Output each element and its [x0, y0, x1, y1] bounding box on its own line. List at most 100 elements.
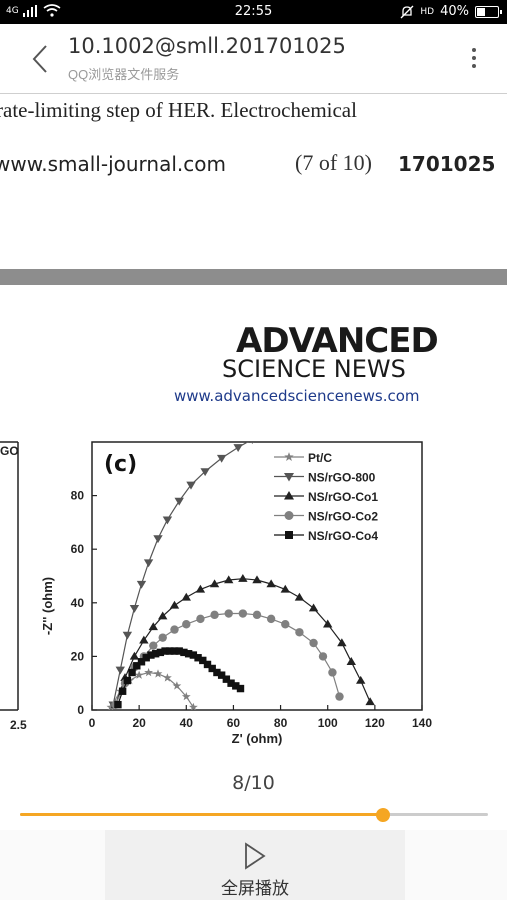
data-point: [172, 681, 182, 690]
data-point: [199, 656, 207, 665]
data-point: [295, 628, 304, 637]
y-tick-label: 40: [71, 596, 85, 610]
data-point: [251, 442, 254, 445]
pdf-page-8-fragment: ADVANCED SCIENCE NEWS www.advancedscienc…: [0, 285, 507, 765]
data-point: [181, 692, 191, 701]
data-point: [318, 652, 328, 661]
data-point: [356, 675, 366, 684]
data-point: [180, 648, 188, 657]
data-point: [323, 619, 333, 628]
data-point: [285, 531, 293, 539]
data-point: [309, 638, 318, 648]
logo-science-news: SCIENCE NEWS: [222, 355, 406, 383]
data-point: [166, 647, 174, 655]
data-point: [365, 697, 375, 706]
y-axis-label: -Z'' (ohm): [40, 577, 55, 635]
logo-advanced: ADVANCED: [236, 321, 439, 361]
network-label: 4G: [6, 5, 19, 16]
nyquist-chart: GO 2.5 0 20 40 60 80 100 120 140 0 20 40 60 80 (c) Z…: [0, 441, 432, 746]
data-point: [337, 638, 347, 647]
data-point: [238, 573, 248, 582]
data-point: [158, 611, 168, 620]
x-tick-label: 60: [227, 716, 241, 730]
data-point: [280, 584, 290, 593]
next-page-preview: [105, 830, 405, 900]
data-point: [208, 664, 216, 673]
data-point: [175, 647, 183, 655]
data-point: [143, 559, 154, 568]
status-left: 4G: [6, 4, 61, 17]
page-number: (7 of 10): [295, 150, 372, 175]
data-point: [203, 660, 212, 669]
slider-thumb[interactable]: [375, 808, 390, 822]
data-point: [227, 679, 235, 687]
clock: 22:55: [234, 4, 273, 19]
data-point: [252, 575, 262, 584]
data-point: [161, 647, 169, 655]
x-tick-label: 120: [365, 716, 385, 730]
data-point: [169, 600, 180, 609]
fullscreen-label: 全屏播放: [221, 879, 289, 899]
left-panel-label: GO: [0, 444, 19, 458]
fullscreen-button[interactable]: 全屏播放: [200, 840, 310, 899]
data-point: [136, 580, 147, 589]
x-tick-label: 140: [412, 716, 432, 730]
pdf-page-7-fragment: rate-limiting step of HER. Electrochemic…: [0, 94, 507, 269]
slider-fill: [20, 813, 383, 816]
body-text-line: rate-limiting step of HER. Electrochemic…: [0, 98, 357, 122]
page-indicator: 8/10: [232, 772, 275, 794]
y-tick-label: 60: [71, 542, 85, 556]
data-point: [151, 650, 160, 658]
legend-label: NS/rGO-Co2: [308, 510, 378, 524]
data-point: [162, 516, 173, 525]
left-panel-fragment: GO 2.5: [0, 441, 27, 732]
battery-fill: [477, 7, 485, 16]
data-point: [118, 687, 127, 695]
data-point: [335, 692, 344, 701]
left-panel-tick: 2.5: [10, 718, 27, 732]
data-point: [182, 620, 191, 629]
data-point: [158, 633, 167, 642]
data-point: [133, 662, 141, 670]
series-ns-rgo-co4: [114, 647, 245, 709]
data-point: [266, 614, 276, 624]
battery-icon: [475, 5, 502, 18]
data-point: [252, 610, 262, 620]
data-point: [149, 641, 158, 650]
legend-label: Pt/C: [308, 451, 332, 465]
data-point: [233, 444, 243, 453]
y-tick-label: 80: [71, 489, 85, 503]
x-tick-label: 100: [318, 716, 338, 730]
page-slider[interactable]: [20, 808, 488, 822]
data-point: [216, 454, 227, 463]
more-menu-icon[interactable]: [467, 44, 481, 74]
data-point: [200, 468, 210, 477]
data-point: [181, 592, 191, 601]
bottom-bar: 全屏播放: [0, 830, 507, 900]
data-point: [213, 668, 221, 677]
data-point: [144, 667, 153, 677]
data-point: [163, 673, 172, 682]
signal-icon: [22, 4, 37, 17]
y-tick-label: 20: [71, 649, 85, 663]
data-point: [209, 579, 220, 588]
data-point: [238, 609, 248, 618]
data-point: [210, 610, 219, 620]
data-point: [148, 622, 158, 631]
panel-label: (c): [104, 452, 137, 477]
data-point: [156, 648, 165, 657]
data-point: [232, 682, 240, 690]
data-point: [137, 658, 146, 666]
hd-badge: HD: [420, 6, 435, 17]
bell-muted-icon: [400, 5, 414, 18]
data-point: [184, 650, 193, 658]
y-tick-label: 0: [77, 703, 84, 717]
data-point: [115, 666, 125, 675]
logo-url: www.advancedsciencenews.com: [174, 387, 420, 405]
wifi-icon: [43, 4, 61, 17]
data-point: [129, 651, 140, 660]
data-point: [147, 651, 155, 659]
back-arrow-icon[interactable]: [24, 42, 58, 76]
app-header: 10.1002@smll.201701025 QQ浏览器文件服务: [0, 24, 507, 94]
data-point: [189, 702, 198, 710]
